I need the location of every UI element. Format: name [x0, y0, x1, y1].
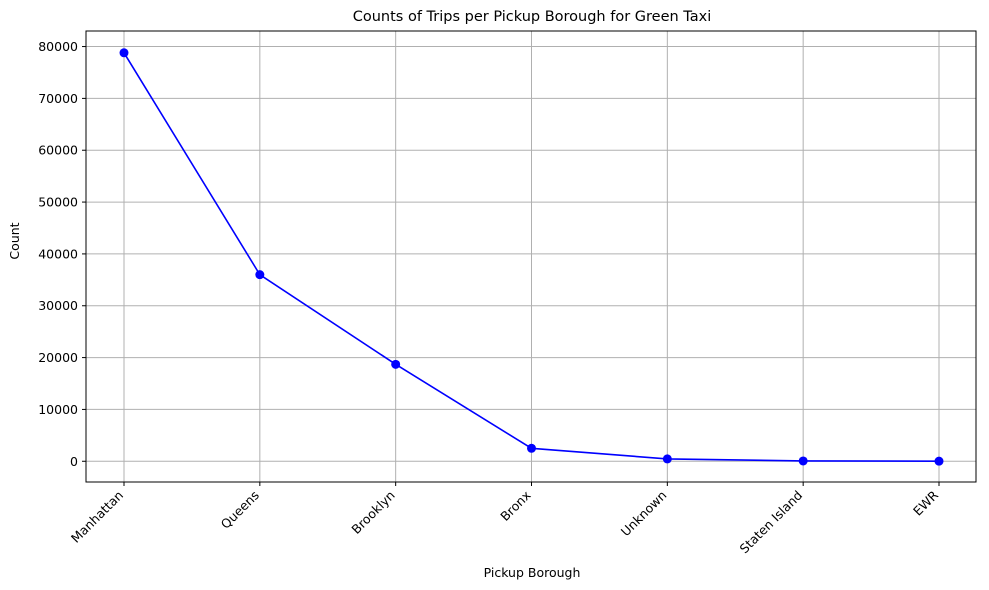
- x-axis: Manhattan Queens Brooklyn Bronx Unknown State…: [68, 482, 941, 556]
- x-tick-label: Staten Island: [737, 488, 806, 557]
- x-tick-label: Queens: [218, 488, 262, 532]
- x-tick-label: EWR: [910, 487, 941, 518]
- x-tick-label: Unknown: [618, 488, 670, 540]
- data-point: [527, 443, 536, 453]
- x-axis-label: Pickup Borough: [484, 565, 581, 580]
- x-tick-label: Bronx: [497, 488, 533, 524]
- y-tick-label: 60000: [38, 143, 78, 158]
- data-point: [662, 454, 672, 464]
- y-tick-label: 0: [70, 454, 78, 469]
- y-tick-label: 70000: [38, 91, 78, 106]
- data-point: [798, 456, 808, 466]
- x-tick-label: Brooklyn: [348, 488, 397, 537]
- y-tick-label: 10000: [38, 402, 78, 417]
- data-point: [391, 359, 401, 369]
- data-point: [934, 456, 944, 466]
- y-tick-label: 20000: [38, 350, 78, 365]
- y-axis-label: Count: [7, 222, 22, 259]
- y-tick-label: 80000: [38, 39, 78, 54]
- data-point: [255, 270, 265, 280]
- plot-area: [119, 48, 944, 466]
- x-tick-label: Manhattan: [68, 488, 126, 546]
- y-tick-label: 30000: [38, 298, 78, 313]
- chart-title: Counts of Trips per Pickup Borough for G…: [353, 9, 712, 25]
- y-tick-label: 50000: [38, 195, 78, 210]
- y-tick-label: 40000: [38, 246, 78, 261]
- grid: [86, 31, 976, 482]
- data-point: [119, 48, 129, 58]
- y-axis: 0 10000 20000 30000 40000 50000 60000 70000 8000…: [38, 39, 86, 469]
